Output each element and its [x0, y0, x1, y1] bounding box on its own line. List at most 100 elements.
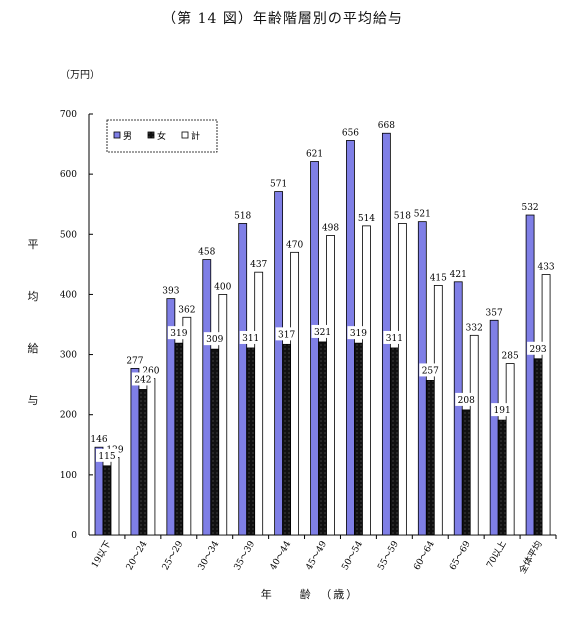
- bar-female: [174, 342, 184, 536]
- bar-total: [254, 271, 264, 536]
- bar-total: [397, 223, 407, 536]
- y-tick-label: 300: [60, 351, 77, 361]
- data-label-total: 285: [502, 352, 519, 362]
- data-label-male: 571: [270, 180, 287, 190]
- data-label-total: 514: [358, 214, 375, 224]
- bar-male: [310, 161, 319, 536]
- legend-label: 男: [123, 131, 132, 142]
- data-label-total: 433: [537, 263, 554, 273]
- data-label-female-box: [527, 341, 550, 355]
- legend-swatch: [113, 131, 121, 139]
- x-tick-label: 35～39: [233, 539, 258, 572]
- unit-label: （万円）: [60, 70, 100, 81]
- bar-female: [425, 380, 435, 536]
- data-label-male: 621: [306, 150, 323, 160]
- data-label-female: 208: [458, 396, 475, 406]
- x-tick-label: 55～59: [376, 539, 401, 572]
- chart-title: （第 14 図）年齢階層別の平均給与: [162, 11, 403, 27]
- bar-male: [417, 221, 427, 536]
- data-label-total: 260: [142, 367, 159, 377]
- data-label-female-box: [131, 372, 154, 386]
- data-label-male: 146: [90, 435, 107, 445]
- bar-female: [533, 358, 543, 536]
- data-label-total: 362: [178, 305, 195, 315]
- data-label-male: 458: [198, 248, 215, 258]
- y-tick-label: 200: [60, 411, 77, 421]
- legend-swatch: [181, 131, 189, 139]
- y-tick-label: 500: [60, 230, 77, 240]
- data-label-total: 400: [214, 282, 231, 292]
- legend-swatch: [147, 131, 155, 139]
- x-tick-label: 25～29: [161, 539, 186, 572]
- data-label-total: 332: [466, 323, 483, 333]
- bar-female: [461, 409, 471, 536]
- data-label-female-box: [491, 403, 514, 417]
- data-label-female: 293: [529, 345, 546, 355]
- legend-label: 計: [191, 130, 200, 142]
- x-tick-label: 20～24: [125, 539, 150, 572]
- bar-male: [489, 319, 499, 536]
- data-label-male: 668: [378, 121, 395, 131]
- bar-female: [389, 347, 399, 536]
- x-tick-label: 40～44: [269, 539, 294, 572]
- y-axis-label-char: 平: [27, 238, 39, 251]
- data-label-female: 191: [494, 406, 511, 416]
- data-label-female: 317: [278, 330, 295, 340]
- bar-total: [110, 457, 120, 536]
- bar-total: [362, 225, 371, 536]
- bar-male: [130, 368, 140, 536]
- data-label-total: 498: [322, 223, 339, 233]
- bar-female: [354, 342, 363, 536]
- y-tick-label: 400: [60, 290, 77, 300]
- y-axis-label-char: 与: [27, 394, 39, 407]
- data-label-male: 518: [234, 211, 251, 221]
- bar-total: [541, 274, 551, 536]
- data-label-female-box: [167, 326, 190, 340]
- data-label-male: 656: [342, 128, 359, 138]
- x-tick-label: 45～49: [304, 539, 329, 572]
- x-tick-label: 19以下: [90, 540, 113, 571]
- data-label-female: 319: [350, 329, 367, 339]
- data-label-male: 393: [162, 287, 179, 297]
- data-label-female-box: [203, 332, 226, 346]
- y-tick-label: 0: [71, 531, 77, 541]
- x-tick-label: 60～64: [412, 539, 437, 572]
- bar-total: [146, 378, 156, 536]
- bar-total: [218, 294, 228, 536]
- data-label-female-box: [419, 363, 442, 377]
- data-label-female-box: [239, 330, 262, 344]
- data-label-female: 257: [422, 366, 439, 376]
- bar-female: [210, 348, 220, 536]
- bar-total: [505, 363, 515, 536]
- data-label-female: 311: [242, 334, 259, 344]
- bar-female: [282, 343, 292, 536]
- data-label-male: 421: [450, 270, 467, 280]
- data-label-female-box: [311, 324, 334, 338]
- x-tick-label: 65～69: [448, 539, 473, 572]
- bar-female: [497, 419, 507, 536]
- y-axis-label-char: 均: [27, 290, 39, 303]
- x-tick-label: 全体平均: [516, 539, 544, 576]
- data-label-total: 518: [394, 211, 411, 221]
- data-label-female-box: [455, 392, 478, 406]
- data-label-female: 309: [206, 335, 223, 345]
- bar-male: [274, 191, 284, 536]
- bar-male: [453, 281, 463, 536]
- data-label-male: 357: [486, 308, 503, 318]
- bar-total: [182, 316, 192, 536]
- legend-label: 女: [157, 130, 166, 142]
- data-label-total: 470: [286, 240, 303, 250]
- x-tick-label: 30～34: [197, 539, 222, 572]
- data-label-total: 415: [430, 273, 447, 283]
- bar-male: [202, 259, 212, 536]
- data-label-female-box: [275, 327, 298, 341]
- data-label-female-box: [383, 330, 406, 344]
- data-label-female-box: [347, 326, 370, 340]
- bar-female: [318, 341, 327, 536]
- data-label-female-box: [96, 448, 118, 462]
- x-axis-label: 年 齢 （歳）: [260, 588, 360, 601]
- data-label-male: 277: [126, 356, 143, 366]
- data-label-female: 319: [170, 329, 187, 339]
- data-label-female: 242: [134, 375, 151, 385]
